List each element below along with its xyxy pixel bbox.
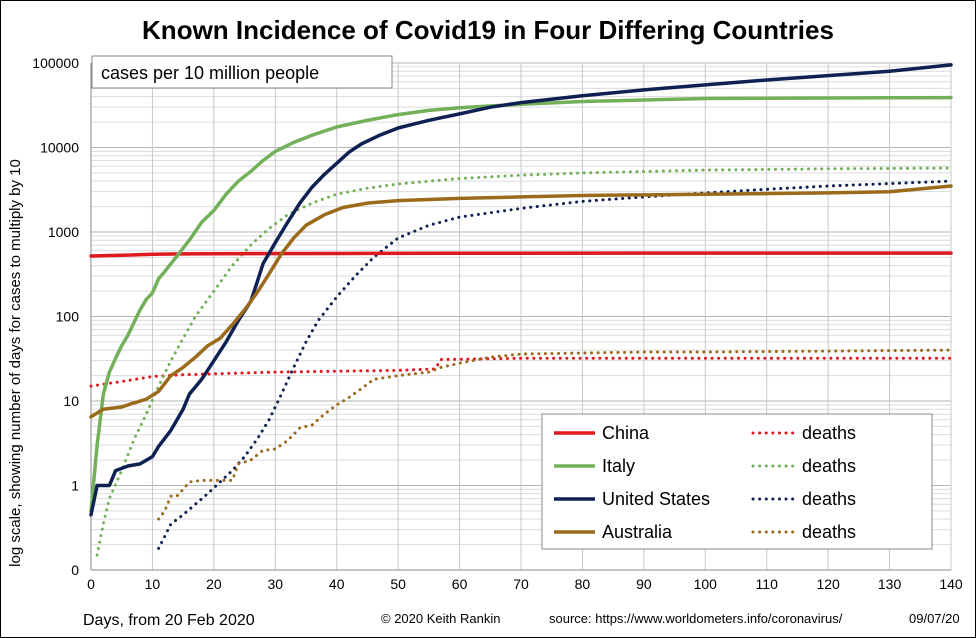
x-tick-label: 140	[939, 576, 963, 592]
x-tick-label: 90	[636, 576, 652, 592]
x-tick-label: 130	[878, 576, 902, 592]
legend-label-italy-deaths: deaths	[802, 456, 856, 476]
y-tick-label: 100000	[32, 55, 79, 71]
y-tick-label: 10	[63, 393, 79, 409]
legend-label-italy: Italy	[602, 456, 635, 476]
x-tick-label: 100	[694, 576, 718, 592]
series-line-china-deaths	[89, 356, 953, 388]
source-note: source: https://www.worldometers.info/co…	[549, 611, 843, 626]
series-line-australia-deaths	[157, 348, 953, 521]
chart-title: Known Incidence of Covid19 in Four Diffe…	[142, 15, 834, 45]
x-tick-label: 80	[575, 576, 591, 592]
legend-label-united-states-deaths: deaths	[802, 489, 856, 509]
legend-label-australia-deaths: deaths	[802, 522, 856, 542]
x-tick-label: 40	[329, 576, 345, 592]
x-tick-label: 0	[87, 576, 95, 592]
legend-box	[541, 413, 933, 550]
y-tick-label: 1	[71, 478, 79, 494]
note-box	[91, 55, 393, 89]
x-tick-label: 20	[206, 576, 222, 592]
legend-label-china-deaths: deaths	[802, 423, 856, 443]
legend-label-united-states: United States	[602, 489, 710, 509]
x-axis-label: Days, from 20 Feb 2020	[83, 612, 255, 629]
y-axis-label: log scale, showing number of days for ca…	[7, 159, 24, 567]
x-tick-label: 120	[816, 576, 840, 592]
date-note: 09/07/20	[909, 611, 960, 626]
note-text: cases per 10 million people	[101, 63, 319, 83]
x-tick-label: 70	[513, 576, 529, 592]
x-tick-label: 10	[145, 576, 161, 592]
copyright-note: © 2020 Keith Rankin	[381, 611, 500, 626]
series-line-united-states-cases	[89, 63, 953, 517]
legend-label-australia: Australia	[602, 522, 673, 542]
x-tick-label: 50	[390, 576, 406, 592]
y-tick-label: 10000	[40, 140, 79, 156]
y-tick-label: 0	[71, 562, 79, 578]
series-line-united-states-deaths	[157, 179, 953, 550]
y-tick-label: 100	[56, 309, 80, 325]
series-line-italy-cases	[89, 95, 953, 513]
y-tick-label: 1000	[48, 224, 79, 240]
series-line-australia-cases	[89, 184, 953, 419]
series-line-china-cases	[89, 251, 953, 258]
legend-label-china: China	[602, 423, 650, 443]
x-tick-label: 60	[452, 576, 468, 592]
x-tick-label: 30	[267, 576, 283, 592]
x-tick-label: 110	[756, 576, 779, 592]
series-line-italy-deaths	[95, 166, 953, 557]
